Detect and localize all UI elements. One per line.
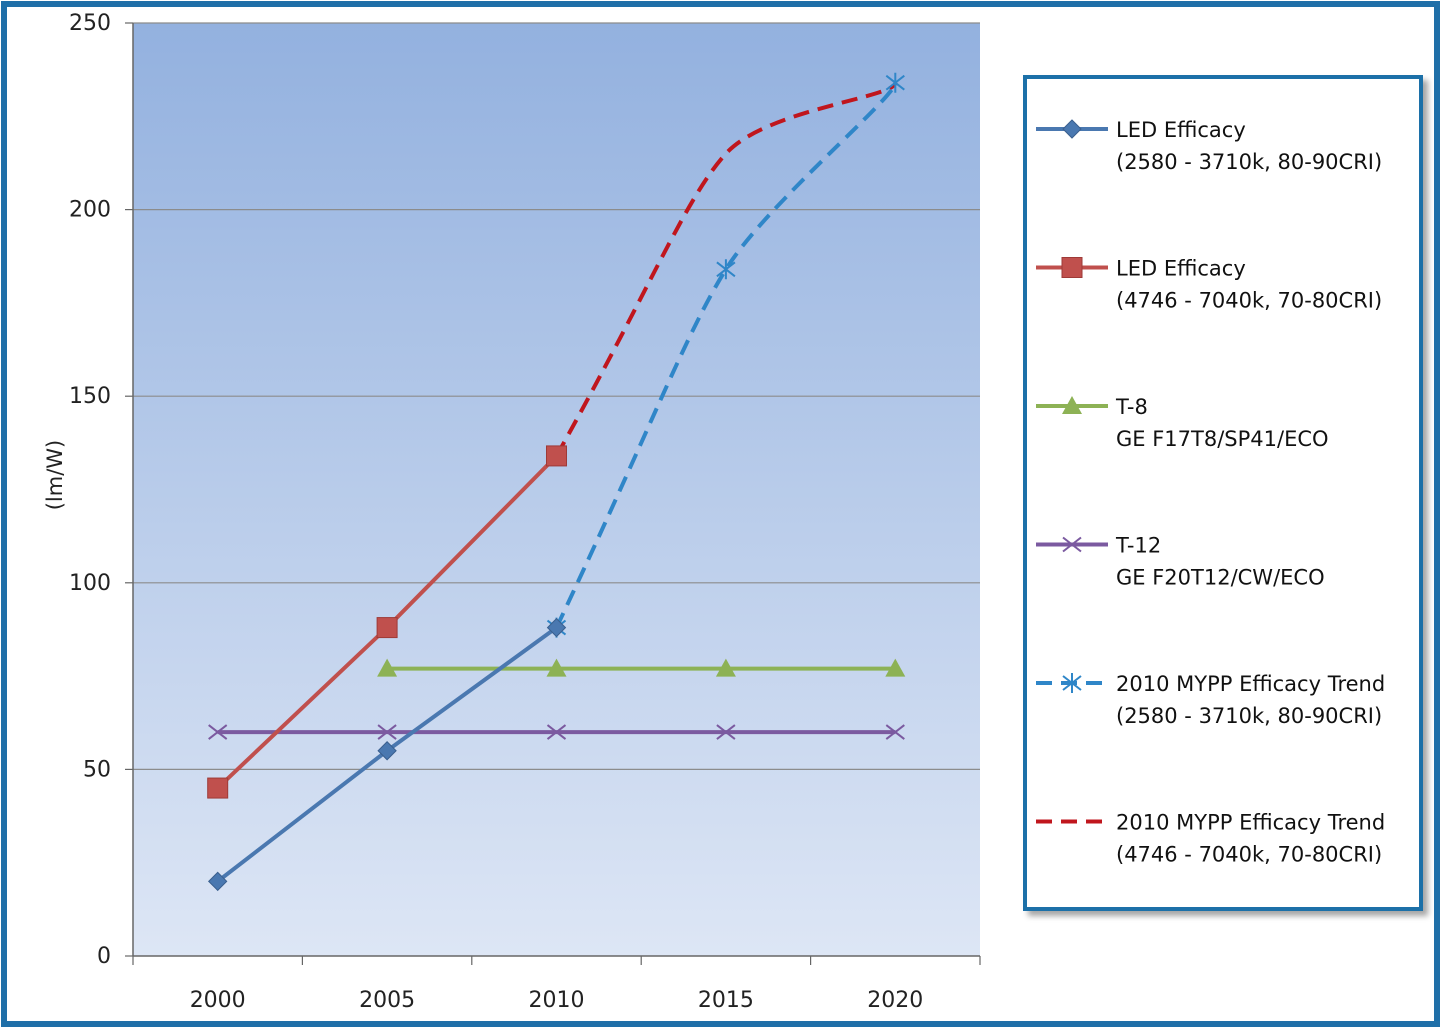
legend-marker-1: [1061, 257, 1083, 278]
x-tick-label: 2015: [698, 988, 754, 1013]
y-tick-label: 200: [69, 198, 111, 223]
y-tick-label: 150: [69, 384, 111, 409]
plot-background: [133, 23, 980, 956]
y-tick-label: 0: [97, 944, 111, 969]
series-1-point: [546, 445, 567, 467]
legend-label: (2580 - 3710k, 80-90CRI): [1116, 150, 1382, 174]
legend-label: GE F17T8/SP41/ECO: [1116, 427, 1329, 451]
legend-label: LED Efficacy: [1116, 118, 1246, 142]
series-0-point: [377, 741, 397, 761]
series-line-4: [554, 82, 898, 629]
series-0-point: [546, 617, 567, 638]
x-tick-label: 2010: [529, 988, 585, 1013]
legend: LED Efficacy (2580 - 3710k, 80-90CRI) LED …: [1023, 75, 1423, 911]
series-3-point: [208, 724, 228, 740]
series-4-point: [716, 259, 736, 280]
x-tick-label: 2005: [359, 988, 415, 1013]
legend-label: (2580 - 3710k, 80-90CRI): [1116, 704, 1382, 728]
series-0-point: [207, 871, 228, 892]
x-tick-label: 2000: [190, 988, 246, 1013]
legend-label: 2010 MYPP Efficacy Trend: [1116, 672, 1385, 696]
y-tick-label: 100: [69, 571, 111, 596]
legend-marker-3: [1062, 536, 1082, 553]
series-1-point: [207, 777, 229, 799]
legend-label: (4746 - 7040k, 70-80CRI): [1116, 289, 1382, 313]
series-4-point: [885, 72, 905, 93]
legend-label: T-12: [1115, 534, 1161, 558]
legend-box: [1023, 75, 1423, 911]
legend-label: (4746 - 7040k, 70-80CRI): [1116, 843, 1382, 867]
series-3-point: [546, 724, 567, 740]
legend-label: GE F20T12/CW/ECO: [1116, 566, 1325, 590]
plot-area: 0 50 100 150 200 250 2000 2005 2010 2015 2020: [69, 11, 981, 1013]
series-3-point: [885, 724, 905, 740]
series-line-5: [554, 81, 898, 457]
x-tick-label: 2020: [867, 988, 923, 1013]
legend-label: T-8: [1115, 395, 1148, 419]
legend-label: LED Efficacy: [1116, 257, 1246, 281]
series-2-point: [546, 658, 567, 677]
y-tick-label: 250: [69, 11, 111, 36]
series-3-point: [716, 724, 736, 740]
series-2-point: [377, 658, 398, 677]
legend-marker-2: [1062, 396, 1082, 414]
y-axis-title: (lm/W): [43, 440, 67, 511]
series-2-point: [715, 658, 736, 677]
y-tick-label: 50: [83, 757, 111, 782]
series-2-point: [885, 658, 906, 677]
series-3-point: [377, 724, 397, 740]
legend-label: 2010 MYPP Efficacy Trend: [1116, 811, 1385, 835]
legend-marker-4: [1062, 673, 1082, 693]
legend-marker-0: [1062, 119, 1082, 139]
series-1-point: [376, 617, 398, 639]
